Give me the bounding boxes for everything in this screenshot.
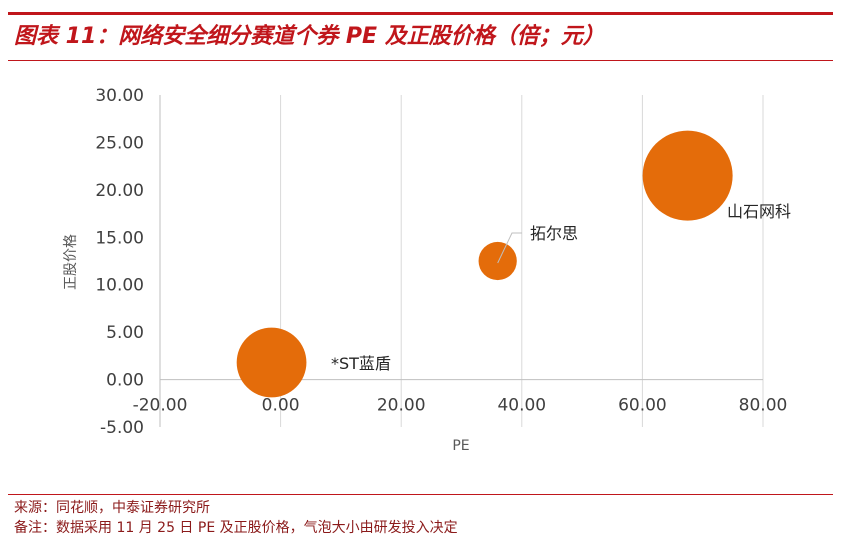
data-label: *ST蓝盾 (331, 354, 391, 373)
x-tick-label: 40.00 (497, 396, 546, 416)
bubble (642, 130, 733, 221)
title-top-rule (8, 12, 833, 15)
bubble (236, 327, 307, 398)
x-tick-label: 60.00 (618, 396, 667, 416)
data-label: 山石网科 (727, 202, 791, 221)
x-tick-label: -20.00 (133, 396, 188, 416)
y-tick-label: 10.00 (95, 276, 144, 296)
x-tick-label: 80.00 (739, 396, 788, 416)
y-tick-label: 25.00 (95, 133, 144, 153)
data-label: 拓尔思 (530, 224, 578, 243)
x-axis-title: PE (452, 438, 469, 454)
x-tick-label: 0.00 (262, 396, 300, 416)
y-tick-label: 5.00 (106, 323, 144, 343)
bubble (478, 241, 517, 281)
label-leader-line (497, 232, 522, 264)
y-tick-label: 20.00 (95, 181, 144, 201)
y-tick-label: 30.00 (95, 86, 144, 106)
figure-title: 图表 11：网络安全细分赛道个券 PE 及正股价格（倍；元） (14, 24, 605, 49)
y-axis-title: 正股价格 (63, 234, 79, 290)
y-tick-label: -5.00 (100, 418, 144, 438)
y-tick-label: 15.00 (95, 228, 144, 248)
y-tick-label: 0.00 (106, 371, 144, 391)
x-tick-label: 20.00 (377, 396, 426, 416)
title-bottom-rule (8, 60, 833, 61)
remark-note: 备注：数据采用 11 月 25 日 PE 及正股价格，气泡大小由研发投入决定 (14, 520, 458, 536)
footer-rule (8, 494, 833, 495)
source-note: 来源：同花顺，中泰证券研究所 (14, 500, 210, 516)
